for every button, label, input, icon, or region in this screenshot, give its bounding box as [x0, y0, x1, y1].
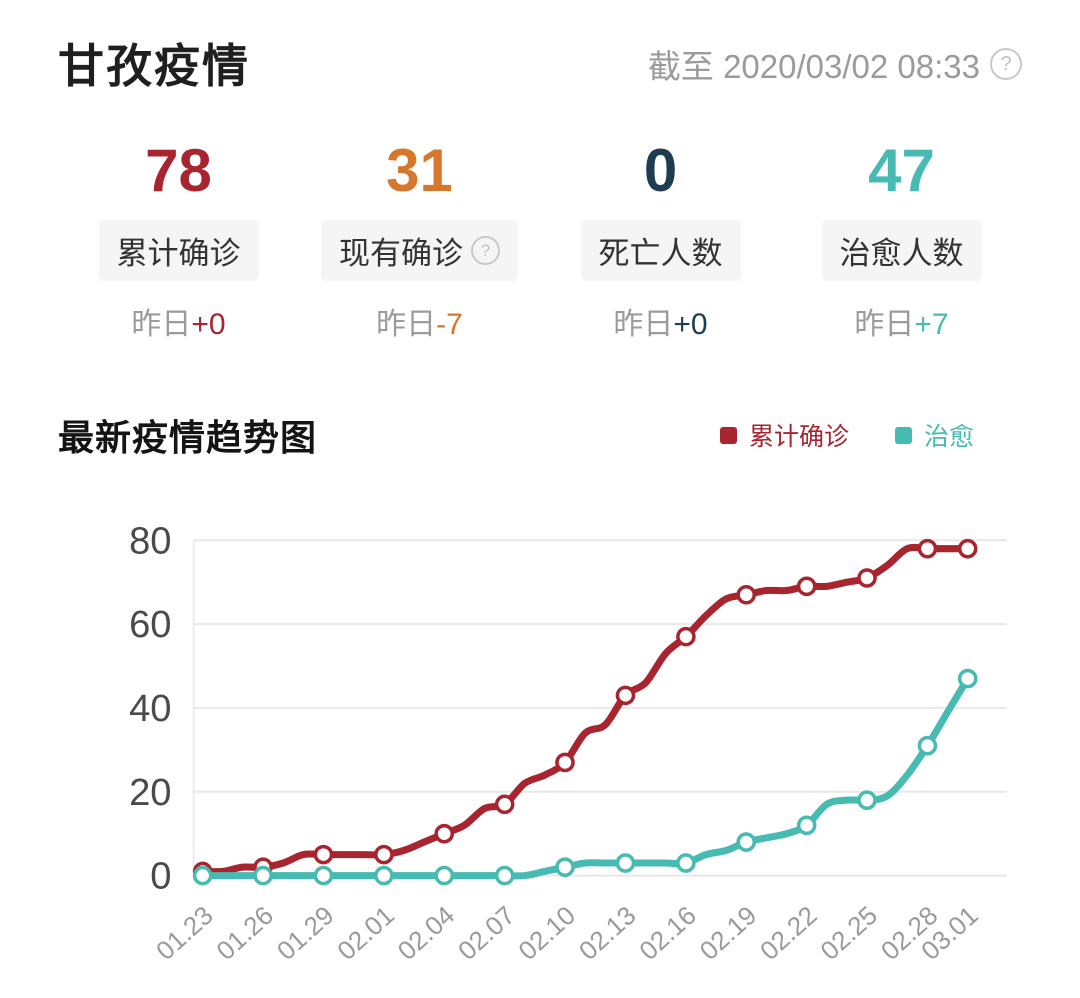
marker-cured-02.28 — [917, 735, 938, 756]
marker-cured-02.13 — [615, 853, 636, 873]
svg-text:40: 40 — [129, 687, 171, 730]
delta-value: +0 — [191, 308, 226, 341]
stat-value: 47 — [868, 137, 935, 204]
svg-text:02.10: 02.10 — [513, 900, 582, 966]
svg-text:01.26: 01.26 — [211, 900, 280, 966]
svg-text:20: 20 — [129, 771, 171, 814]
marker-confirmed-02.28 — [917, 538, 938, 559]
delta-value: +7 — [914, 308, 949, 341]
marker-cured-01.29 — [313, 865, 334, 886]
stat-label-text: 治愈人数 — [839, 236, 964, 271]
x-axis-labels: 01.2301.2601.2902.0102.0402.0702.1002.13… — [150, 900, 984, 966]
stat-label-text: 现有确诊 — [339, 236, 463, 271]
delta-value: -7 — [436, 308, 463, 341]
marker-confirmed-02.16 — [676, 626, 696, 647]
marker-cured-02.25 — [857, 790, 877, 810]
header: 甘孜疫情 截至 2020/03/02 08:33 ? — [58, 26, 1022, 96]
marker-cured-03.01 — [957, 668, 978, 689]
series-cured-line — [192, 668, 978, 886]
svg-text:02.04: 02.04 — [392, 900, 461, 966]
marker-cured-02.07 — [494, 865, 515, 886]
as-of-timestamp: 截至 2020/03/02 08:33 ? — [648, 40, 1022, 88]
chart-area: 0 20 40 60 80 01.23 01.26 01.29 02.01 02.04 02.07 0… — [58, 479, 1022, 979]
trend-header: 最新疫情趋势图 累计确诊 治愈 — [58, 409, 1022, 461]
stat-value: 0 — [643, 137, 678, 204]
svg-text:02.07: 02.07 — [452, 900, 521, 966]
svg-text:02.22: 02.22 — [754, 900, 823, 966]
marker-confirmed-02.10 — [555, 752, 575, 773]
stat-delta: 昨日+0 — [540, 299, 781, 343]
marker-cured-02.04 — [434, 865, 455, 886]
chart-legend: 累计确诊 治愈 — [719, 417, 974, 453]
marker-cured-02.22 — [796, 815, 817, 836]
stat-value: 31 — [386, 137, 453, 204]
stat-delta: 昨日+0 — [58, 299, 299, 343]
stat-label: 死亡人数 — [580, 220, 741, 281]
stats-row: 78 累计确诊 昨日+0 31 现有确诊? 昨日-7 0 死亡人数 昨日+0 4… — [58, 138, 1022, 343]
help-icon[interactable]: ? — [471, 236, 500, 265]
delta-prefix: 昨日 — [613, 308, 674, 341]
trend-section: 最新疫情趋势图 累计确诊 治愈 0 20 40 60 80 01.23 01.26 01.29… — [58, 409, 1022, 979]
marker-confirmed-03.01 — [957, 538, 978, 559]
marker-confirmed-02.13 — [615, 685, 636, 706]
svg-text:02.25: 02.25 — [814, 900, 883, 966]
delta-value: +0 — [673, 308, 708, 341]
delta-prefix: 昨日 — [854, 308, 915, 341]
marker-confirmed-02.25 — [857, 568, 877, 588]
legend-label: 累计确诊 — [748, 423, 849, 451]
svg-text:02.19: 02.19 — [694, 900, 763, 966]
marker-confirmed-02.19 — [736, 584, 757, 605]
legend-item-cured[interactable]: 治愈 — [894, 417, 974, 453]
stat-card-current-confirmed: 31 现有确诊? 昨日-7 — [299, 138, 540, 343]
legend-label: 治愈 — [923, 423, 974, 451]
stat-card-cured: 47 治愈人数 昨日+7 — [781, 138, 1022, 343]
stat-label-text: 死亡人数 — [598, 236, 723, 271]
stat-card-cumulative-confirmed: 78 累计确诊 昨日+0 — [58, 138, 299, 343]
marker-confirmed-02.01 — [374, 844, 394, 865]
marker-cured-01.23 — [192, 865, 213, 886]
trend-chart[interactable]: 02040608001.2301.2601.2902.0102.0402.070… — [58, 479, 1022, 979]
svg-text:01.23: 01.23 — [150, 900, 219, 966]
legend-swatch-cured-icon — [894, 426, 912, 444]
svg-text:02.16: 02.16 — [633, 900, 702, 966]
marker-cured-02.16 — [676, 853, 696, 873]
marker-confirmed-01.29 — [313, 844, 334, 865]
marker-cured-01.26 — [253, 865, 273, 886]
as-of-text: 截至 2020/03/02 08:33 — [647, 48, 980, 85]
stat-label: 累计确诊 — [98, 220, 259, 281]
marker-confirmed-02.04 — [434, 823, 455, 844]
marker-cured-02.10 — [555, 857, 575, 877]
page-title: 甘孜疫情 — [58, 40, 250, 92]
stat-label: 现有确诊? — [321, 220, 518, 281]
help-icon[interactable]: ? — [990, 48, 1022, 80]
delta-prefix: 昨日 — [376, 308, 437, 341]
svg-text:0: 0 — [150, 855, 171, 898]
svg-text:01.29: 01.29 — [271, 900, 340, 966]
svg-text:02.13: 02.13 — [573, 900, 642, 966]
stat-delta: 昨日-7 — [299, 299, 540, 343]
stat-value: 78 — [145, 137, 212, 204]
delta-prefix: 昨日 — [131, 308, 192, 341]
series-confirmed-line — [192, 538, 978, 882]
marker-confirmed-02.22 — [796, 576, 817, 597]
stat-label-text: 累计确诊 — [116, 236, 241, 271]
stat-label: 治愈人数 — [821, 220, 982, 281]
svg-text:60: 60 — [129, 603, 171, 646]
section-title: 最新疫情趋势图 — [58, 417, 318, 458]
svg-text:80: 80 — [129, 519, 171, 562]
stat-card-deaths: 0 死亡人数 昨日+0 — [540, 138, 781, 343]
legend-swatch-confirmed-icon — [719, 426, 737, 444]
svg-text:02.01: 02.01 — [331, 900, 400, 966]
marker-cured-02.19 — [736, 832, 757, 852]
marker-confirmed-02.07 — [494, 794, 515, 815]
marker-cured-02.01 — [374, 865, 394, 886]
stat-delta: 昨日+7 — [781, 299, 1022, 343]
legend-item-confirmed[interactable]: 累计确诊 — [719, 417, 849, 453]
